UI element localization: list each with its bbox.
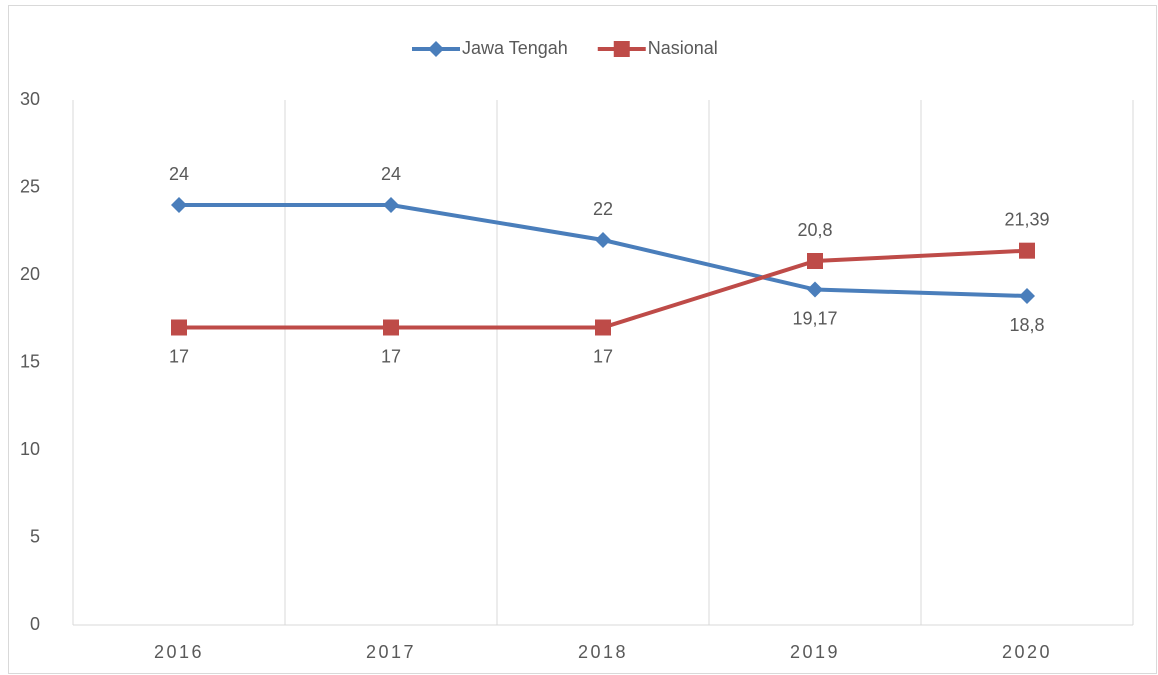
data-label: 24: [381, 164, 401, 184]
marker: [171, 319, 187, 336]
marker: [171, 197, 187, 213]
data-label: 19,17: [792, 308, 837, 328]
y-tick-label: 30: [20, 89, 40, 109]
x-tick-label: 2017: [366, 642, 416, 662]
x-tick-label: 2019: [790, 642, 840, 662]
y-tick-label: 10: [20, 439, 40, 459]
data-label: 21,39: [1004, 209, 1049, 229]
marker: [383, 197, 399, 213]
marker: [1019, 242, 1035, 259]
marker: [595, 232, 611, 248]
legend-marker: [428, 41, 444, 57]
x-tick-label: 2018: [578, 642, 628, 662]
marker: [1019, 288, 1035, 304]
data-label: 17: [593, 346, 613, 366]
data-label: 22: [593, 199, 613, 219]
y-tick-label: 0: [30, 614, 40, 634]
y-tick-label: 15: [20, 351, 40, 371]
marker: [807, 281, 823, 298]
chart-border: [8, 5, 1157, 674]
y-tick-label: 20: [20, 264, 40, 284]
legend-marker: [613, 41, 630, 57]
data-label: 18,8: [1009, 315, 1044, 335]
marker: [595, 319, 611, 336]
data-label: 17: [169, 346, 189, 366]
legend-label: Jawa Tengah: [462, 38, 568, 58]
data-label: 20,8: [797, 220, 832, 240]
x-tick-label: 2016: [154, 642, 204, 662]
y-tick-label: 25: [20, 176, 40, 196]
data-label: 17: [381, 346, 401, 366]
marker: [383, 319, 399, 336]
y-tick-label: 5: [30, 526, 40, 546]
legend-label: Nasional: [648, 38, 718, 58]
marker: [807, 253, 823, 269]
x-tick-label: 2020: [1002, 642, 1052, 662]
data-label: 24: [169, 164, 189, 184]
